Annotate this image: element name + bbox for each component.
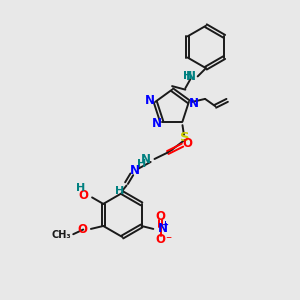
- Text: H: H: [183, 71, 192, 81]
- Text: H: H: [137, 159, 146, 169]
- Text: N: N: [145, 94, 155, 107]
- Text: S: S: [180, 131, 190, 144]
- Text: N: N: [186, 70, 196, 83]
- Text: H: H: [76, 183, 85, 193]
- Text: H: H: [115, 186, 124, 196]
- Text: N: N: [158, 222, 168, 236]
- Text: O: O: [182, 137, 192, 150]
- Text: N: N: [130, 164, 140, 177]
- Text: N: N: [141, 153, 151, 167]
- Text: +: +: [162, 220, 169, 229]
- Text: O: O: [156, 210, 166, 223]
- Text: O: O: [77, 223, 87, 236]
- Text: O: O: [156, 233, 166, 246]
- Text: ⁻: ⁻: [165, 234, 171, 247]
- Text: CH₃: CH₃: [52, 230, 71, 240]
- Text: N: N: [152, 117, 161, 130]
- Text: N: N: [189, 97, 199, 110]
- Text: O: O: [78, 189, 88, 202]
